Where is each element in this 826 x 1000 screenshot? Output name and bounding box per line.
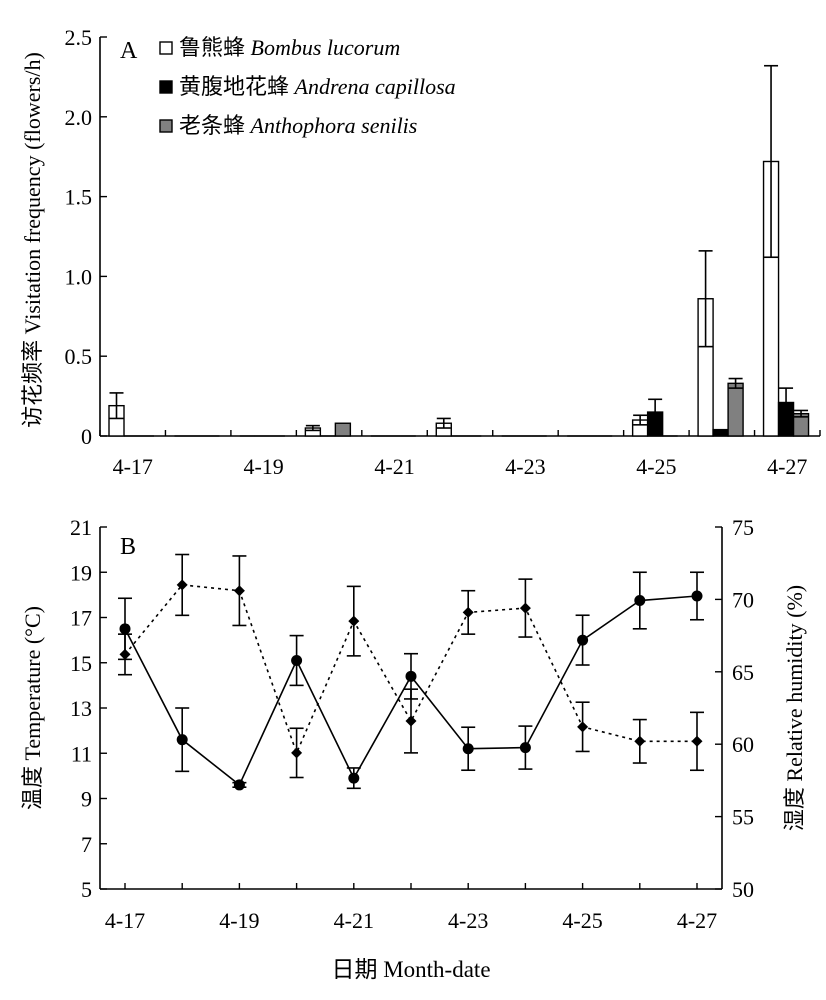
temperature-point	[519, 742, 531, 754]
legend-name-latin: Andrena capillosa	[293, 74, 456, 99]
bar	[334, 422, 352, 437]
bar	[727, 382, 744, 437]
panel-b-line-chart: 5 7 9 11 13 15 17 19 21 50 55 60 65 70 75 4-17 4-19 4-21 4…	[20, 515, 807, 982]
x-tick-label: 4-23	[448, 908, 488, 933]
x-tick-label: 4-27	[767, 454, 807, 479]
y-axis-label: 访花频率 Visitation frequency (flowers/h)	[20, 52, 45, 428]
x-tick-label: 4-21	[334, 908, 374, 933]
legend-swatch	[159, 80, 173, 94]
humidity-point	[519, 602, 531, 614]
x-axis-label: 日期 Month-date	[331, 957, 490, 982]
humidity-point	[233, 585, 245, 597]
y-tick-label: 2.0	[65, 105, 93, 130]
right-y-tick-label: 50	[732, 877, 754, 902]
right-y-tick-label: 70	[732, 587, 754, 612]
right-y-tick-label: 55	[732, 805, 754, 830]
left-y-tick-label: 19	[70, 560, 92, 585]
x-tick-label: 4-23	[505, 454, 545, 479]
temperature-point	[577, 634, 589, 646]
x-tick-label: 4-19	[243, 454, 283, 479]
humidity-point	[176, 579, 188, 591]
left-y-tick-label: 11	[71, 741, 92, 766]
humidity-line	[124, 584, 697, 756]
bar	[712, 428, 729, 437]
bar-error-bar	[794, 409, 809, 418]
bar-error-bar	[436, 417, 451, 429]
legend-name-cn: 鲁熊蜂	[179, 36, 245, 61]
humidity-point	[462, 606, 474, 618]
legend-entry: 鲁熊蜂 Bombus lucorum	[179, 35, 400, 61]
bar-error-bar	[305, 424, 320, 432]
temperature-point	[348, 772, 360, 784]
bar-error-bar	[648, 398, 663, 426]
left-y-tick-label: 13	[70, 696, 92, 721]
humidity-point	[348, 615, 360, 627]
panel-label-a: A	[120, 38, 138, 64]
bar-error-bar	[728, 377, 743, 389]
bar-error-bar	[698, 250, 713, 348]
temperature-point	[119, 623, 131, 635]
left-y-tick-label: 17	[70, 606, 92, 631]
temperature-point	[691, 590, 703, 602]
x-tick-label: 4-19	[219, 908, 259, 933]
legend-entry: 黄腹地花蜂 Andrena capillosa	[179, 74, 456, 100]
legend-name-cn: 老条蜂	[179, 114, 245, 139]
left-y-tick-label: 7	[81, 832, 92, 857]
humidity-point	[577, 721, 589, 733]
x-tick-label: 4-25	[636, 454, 676, 479]
y-tick-label: 0	[81, 424, 92, 449]
left-y-tick-label: 15	[70, 651, 92, 676]
right-y-tick-label: 65	[732, 660, 754, 685]
temperature-point	[634, 595, 646, 607]
humidity-point	[119, 648, 131, 660]
left-y-tick-label: 21	[70, 515, 92, 540]
y-tick-label: 1.5	[65, 185, 93, 210]
bar-error-bar	[109, 392, 124, 420]
legend-swatch	[159, 41, 173, 55]
x-tick-label: 4-17	[105, 908, 145, 933]
y-tick-label: 1.0	[65, 264, 93, 289]
humidity-point	[291, 747, 303, 759]
temperature-point	[405, 670, 417, 682]
legend-name-latin: Bombus lucorum	[251, 35, 401, 60]
left-y-tick-label: 5	[81, 877, 92, 902]
x-tick-label: 4-27	[677, 908, 717, 933]
temperature-point	[462, 743, 474, 755]
legend-entry: 老条蜂 Anthophora senilis	[179, 113, 417, 139]
legend-swatch	[159, 119, 173, 133]
x-tick-label: 4-17	[113, 454, 153, 479]
y-tick-label: 0.5	[65, 344, 93, 369]
left-y-tick-label: 9	[81, 787, 92, 812]
legend-name-cn: 黄腹地花蜂	[179, 75, 289, 100]
humidity-point	[634, 735, 646, 747]
left-y-axis-label: 温度 Temperature (°C)	[20, 606, 45, 810]
y-tick-label: 2.5	[65, 25, 93, 50]
right-y-axis-label: 湿度 Relative humidity (%)	[782, 585, 807, 831]
panel-label-b: B	[120, 534, 136, 560]
right-y-tick-label: 60	[732, 732, 754, 757]
x-tick-label: 4-25	[562, 908, 602, 933]
bar-error-bar	[764, 64, 779, 259]
temperature-point	[176, 734, 188, 746]
x-tick-label: 4-21	[374, 454, 414, 479]
legend-name-latin: Anthophora senilis	[249, 113, 418, 138]
humidity-point	[405, 715, 417, 727]
panel-a-bar-chart: 0 0.5 1.0 1.5 2.0 2.5 4-17 4-19 4-21 4-23 4-25 4-27…	[20, 25, 821, 479]
humidity-point	[691, 735, 703, 747]
right-y-tick-label: 75	[732, 515, 754, 540]
bar-error-bar	[779, 387, 794, 418]
temperature-point	[233, 779, 245, 791]
temperature-point	[291, 654, 303, 666]
bar-error-bar	[633, 414, 648, 426]
